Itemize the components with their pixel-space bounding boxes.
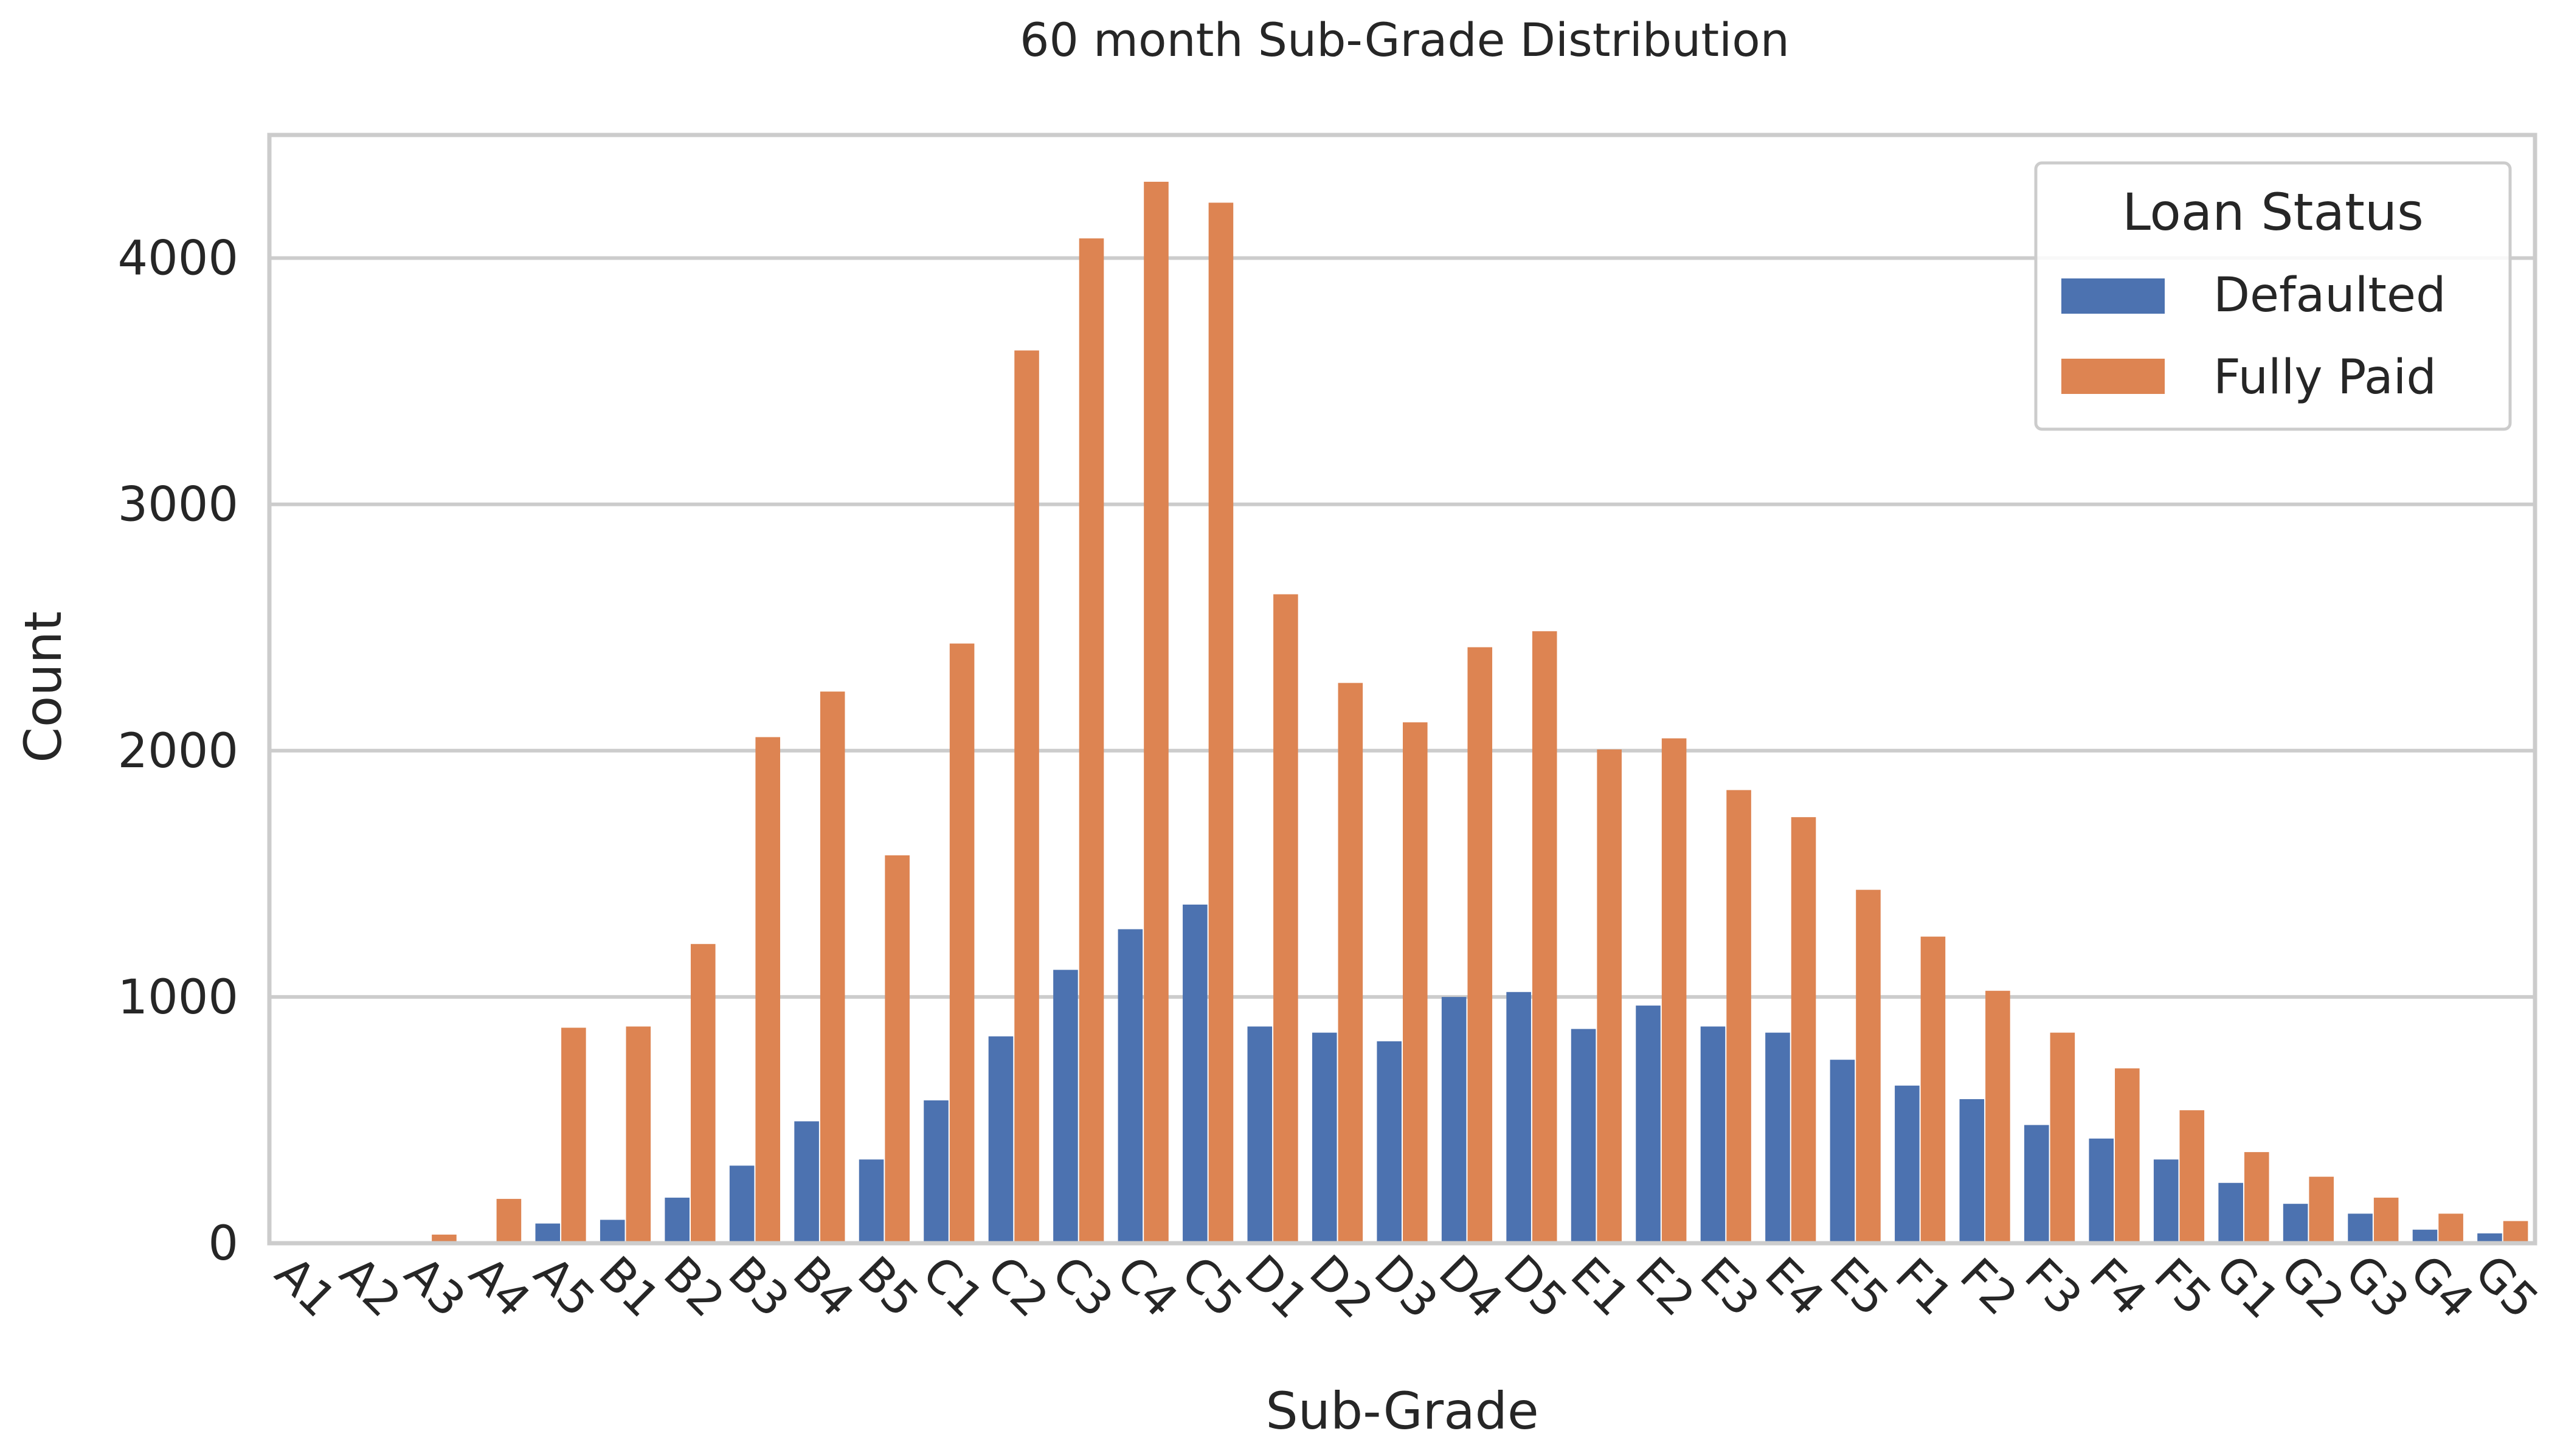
bar-defaulted-f3: [2024, 1125, 2049, 1243]
bar-fully-paid-d5: [1532, 631, 1557, 1243]
bar-fully-paid-a4: [496, 1199, 522, 1243]
legend-title: Loan Status: [2122, 182, 2424, 242]
grid-lines: [269, 256, 2535, 999]
y-tick-label: 0: [208, 1216, 238, 1271]
bar-fully-paid-f3: [2050, 1032, 2075, 1243]
bar-fully-paid-e2: [1661, 738, 1687, 1243]
bar-defaulted-c3: [1053, 970, 1078, 1243]
bar-fully-paid-e4: [1791, 817, 1816, 1243]
bar-defaulted-f1: [1895, 1085, 1920, 1243]
bar-defaulted-f4: [2089, 1138, 2114, 1243]
y-axis-ticks: 0 1000 2000 3000 4000: [117, 232, 238, 1271]
bar-fully-paid-g3: [2373, 1198, 2399, 1243]
legend-label-fully-paid: Fully Paid: [2213, 350, 2437, 405]
bar-fully-paid-b1: [626, 1026, 651, 1243]
bar-defaulted-g2: [2283, 1204, 2308, 1243]
bar-defaulted-e4: [1765, 1032, 1790, 1243]
bar-fully-paid-a5: [561, 1027, 586, 1243]
bars: [367, 181, 2528, 1244]
bar-defaulted-a5: [535, 1223, 561, 1243]
bar-fully-paid-d2: [1338, 683, 1363, 1243]
legend-swatch-fully-paid: [2061, 359, 2165, 394]
bar-defaulted-c1: [924, 1100, 949, 1243]
bar-defaulted-b4: [794, 1121, 819, 1243]
bar-fully-paid-g2: [2309, 1176, 2334, 1243]
bar-fully-paid-g1: [2244, 1152, 2269, 1243]
plot-area-frame: [267, 133, 2537, 1246]
bar-fully-paid-d4: [1467, 647, 1493, 1243]
bar-defaulted-e5: [1830, 1060, 1855, 1243]
bar-defaulted-b5: [859, 1159, 884, 1243]
legend-label-defaulted: Defaulted: [2213, 268, 2446, 323]
bar-defaulted-c2: [988, 1036, 1014, 1243]
bar-fully-paid-b4: [820, 691, 845, 1243]
bar-defaulted-b3: [729, 1165, 755, 1243]
bar-fully-paid-g5: [2503, 1221, 2528, 1243]
legend: Loan Status Defaulted Fully Paid: [2034, 161, 2512, 431]
bar-defaulted-c4: [1118, 929, 1143, 1243]
y-tick-label: 3000: [117, 478, 238, 533]
bar-fully-paid-f4: [2115, 1068, 2140, 1243]
bar-fully-paid-d3: [1403, 722, 1428, 1243]
chart-title: 60 month Sub-Grade Distribution: [1020, 13, 1790, 67]
bar-defaulted-g1: [2218, 1182, 2243, 1243]
y-tick-label: 2000: [117, 724, 238, 779]
bar-defaulted-d5: [1506, 992, 1531, 1243]
bar-fully-paid-g4: [2438, 1213, 2463, 1243]
bar-fully-paid-c4: [1144, 181, 1169, 1244]
bar-fully-paid-e3: [1726, 790, 1751, 1243]
bar-fully-paid-e1: [1597, 749, 1622, 1243]
bar-defaulted-e3: [1700, 1026, 1726, 1243]
bar-fully-paid-b2: [690, 944, 716, 1243]
bar-defaulted-g4: [2412, 1229, 2438, 1243]
bar-fully-paid-f2: [1985, 990, 2010, 1243]
bar-defaulted-d2: [1312, 1032, 1337, 1243]
bar-fully-paid-e5: [1856, 889, 1881, 1243]
y-axis-label: Count: [13, 611, 73, 762]
y-tick-label: 1000: [117, 970, 238, 1025]
bar-fully-paid-d1: [1273, 594, 1298, 1243]
bar-fully-paid-b5: [885, 855, 910, 1243]
legend-swatch-defaulted: [2061, 278, 2165, 314]
bar-defaulted-d3: [1377, 1041, 1402, 1243]
y-tick-label: 4000: [117, 232, 238, 286]
bar-defaulted-c5: [1183, 904, 1208, 1243]
bar-fully-paid-b3: [755, 737, 781, 1243]
bar-defaulted-f5: [2153, 1159, 2179, 1243]
bar-defaulted-b2: [665, 1198, 690, 1243]
bar-defaulted-b1: [600, 1220, 625, 1243]
bar-fully-paid-f1: [1920, 936, 1946, 1243]
bar-fully-paid-a3: [432, 1234, 457, 1243]
bar-defaulted-g3: [2348, 1213, 2373, 1243]
bar-defaulted-g5: [2477, 1233, 2502, 1243]
bar-defaulted-d4: [1441, 996, 1467, 1243]
bar-defaulted-e1: [1571, 1029, 1596, 1243]
bar-fully-paid-c2: [1014, 350, 1039, 1244]
bar-fully-paid-f5: [2179, 1110, 2205, 1243]
bar-fully-paid-c1: [949, 643, 975, 1243]
bar-fully-paid-c3: [1079, 238, 1104, 1243]
x-axis-label: Sub-Grade: [1265, 1381, 1538, 1441]
bar-defaulted-e2: [1636, 1006, 1661, 1243]
bar-defaulted-f2: [1959, 1099, 1985, 1243]
bar-fully-paid-c5: [1208, 202, 1234, 1244]
bar-defaulted-d1: [1247, 1026, 1273, 1243]
